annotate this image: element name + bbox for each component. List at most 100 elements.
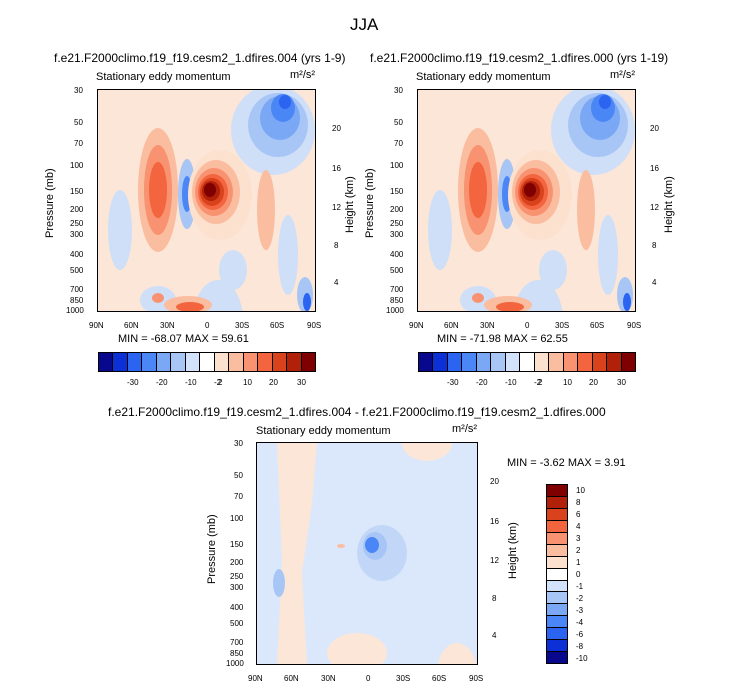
- panel2-xtick: 60S: [590, 321, 605, 330]
- colorbar3-label: 2: [576, 545, 581, 555]
- panel2-plot: [417, 89, 636, 312]
- panel2-xtick: 30N: [480, 321, 495, 330]
- panel1-y2tick: 4: [334, 278, 339, 287]
- panel1-ytick: 150: [70, 187, 84, 196]
- page-title: JJA: [350, 15, 379, 34]
- colorbar3-label: 8: [576, 497, 581, 507]
- panel3-xtick: 60S: [432, 674, 447, 683]
- panel3-y2tick: 12: [490, 556, 499, 565]
- panel3-colorbar-labels: 10 8 6 4 3 2 1 0 -1 -2 -3 -4 -6 -8 -10: [576, 484, 588, 664]
- panel1-xtick: 90N: [89, 321, 104, 330]
- panel3-y2tick: 20: [490, 477, 499, 486]
- cb3-swatch: [547, 652, 567, 664]
- colorbar3-label: -6: [576, 629, 584, 639]
- panel1-ytick: 400: [70, 250, 84, 259]
- panel3-xtick: 0: [366, 674, 371, 683]
- panel2-y2tick: 20: [650, 124, 659, 133]
- colorbar3-label: 3: [576, 533, 581, 543]
- panel3-ytick: 250: [230, 572, 244, 581]
- panel1-ylabel: Pressure (mb): [44, 168, 56, 238]
- panel1-y2tick: 8: [334, 241, 339, 250]
- cb3-swatch: [547, 580, 567, 593]
- panel2-ytick: 400: [390, 250, 404, 259]
- panel3-ytick: 850: [230, 649, 244, 658]
- cb1-swatch: [229, 353, 244, 371]
- cb1-swatch: [214, 353, 230, 371]
- panel1-stats: MIN = -68.07 MAX = 59.61: [118, 333, 249, 345]
- panel3-ytick: 70: [234, 492, 243, 501]
- colorbar1-label: 2: [218, 378, 223, 387]
- panel1-ytick: 700: [70, 285, 84, 294]
- panel1-ytick: 500: [70, 266, 84, 275]
- cb3-swatch: [547, 496, 567, 509]
- panel1-ytick: 200: [70, 205, 84, 214]
- panel3-y2label: Height (km): [507, 522, 519, 579]
- panel3-ylabel: Pressure (mb): [206, 514, 218, 584]
- panel3-contours: [257, 443, 477, 664]
- cb3-swatch: [547, 640, 567, 653]
- panel2-xtick: 30S: [555, 321, 570, 330]
- panel1-xtick: 60N: [124, 321, 139, 330]
- panel2-xtick: 0: [525, 321, 530, 330]
- panel3-title: f.e21.F2000climo.f19_f19.cesm2_1.dfires.…: [108, 405, 606, 419]
- panel3-ytick: 50: [234, 471, 243, 480]
- cb3-swatch: [547, 520, 567, 533]
- colorbar2-label: 10: [563, 378, 572, 387]
- panel3-y2tick: 16: [490, 517, 499, 526]
- panel3-units: m²/s²: [452, 423, 478, 435]
- panel3-ytick: 30: [234, 439, 243, 448]
- panel3-colorbar: [546, 484, 568, 664]
- panel2-ytick: 200: [390, 205, 404, 214]
- panel3-ytick: 150: [230, 540, 244, 549]
- panel1-ytick: 50: [74, 118, 83, 127]
- panel2-units: m²/s²: [610, 69, 636, 81]
- cb1-swatch: [200, 353, 215, 371]
- panel3-ytick: 400: [230, 603, 244, 612]
- panel3-xtick: 30S: [396, 674, 411, 683]
- colorbar3-label: 10: [576, 485, 585, 495]
- cb1-swatch: [142, 353, 157, 371]
- cb3-swatch: [547, 532, 567, 545]
- cb1-swatch: [243, 353, 259, 371]
- panel3-ytick: 100: [230, 514, 244, 523]
- colorbar1-label: -2: [214, 378, 222, 387]
- panel1-contours: [98, 90, 315, 311]
- panel3-y2tick: 4: [492, 631, 497, 640]
- panel2-y2tick: 4: [652, 278, 657, 287]
- panel3-ytick: 1000: [226, 659, 244, 668]
- colorbar2-label: 20: [589, 378, 598, 387]
- cb2-swatch: [520, 353, 535, 371]
- panel3-ytick: 200: [230, 558, 244, 567]
- panel1-ytick: 250: [70, 219, 84, 228]
- cb2-swatch: [505, 353, 521, 371]
- panel1-xtick: 30N: [160, 321, 175, 330]
- panel2-y2label: Height (km): [663, 176, 675, 233]
- cb1-swatch: [272, 353, 288, 371]
- cb2-swatch: [607, 353, 622, 371]
- panel3-ytick: 500: [230, 619, 244, 628]
- cb1-swatch: [287, 353, 302, 371]
- panel2-stats: MIN = -71.98 MAX = 62.55: [437, 333, 568, 345]
- colorbar2-label: -20: [476, 378, 488, 387]
- panel2-y2tick: 8: [652, 241, 657, 250]
- colorbar1-label: -30: [127, 378, 139, 387]
- panel2-left-label: Stationary eddy momentum: [416, 71, 551, 83]
- cb3-swatch: [547, 508, 567, 521]
- cb1-swatch: [185, 353, 201, 371]
- panel2-xtick: 90S: [627, 321, 642, 330]
- cb1-swatch: [156, 353, 172, 371]
- panel3-plot: [256, 442, 478, 665]
- cb2-swatch: [549, 353, 564, 371]
- panel1-title: f.e21.F2000climo.f19_f19.cesm2_1.dfires.…: [54, 51, 346, 65]
- panel3-xtick: 90S: [469, 674, 484, 683]
- cb2-swatch: [621, 353, 636, 371]
- panel3-y2tick: 8: [492, 594, 497, 603]
- cb2-swatch: [534, 353, 550, 371]
- cb2-swatch: [476, 353, 492, 371]
- colorbar1-label: 30: [297, 378, 306, 387]
- cb2-swatch: [462, 353, 477, 371]
- panel3-ytick: 300: [230, 583, 244, 592]
- panel1-y2tick: 20: [332, 124, 341, 133]
- colorbar3-label: 1: [576, 557, 581, 567]
- panel2-ytick: 1000: [386, 306, 404, 315]
